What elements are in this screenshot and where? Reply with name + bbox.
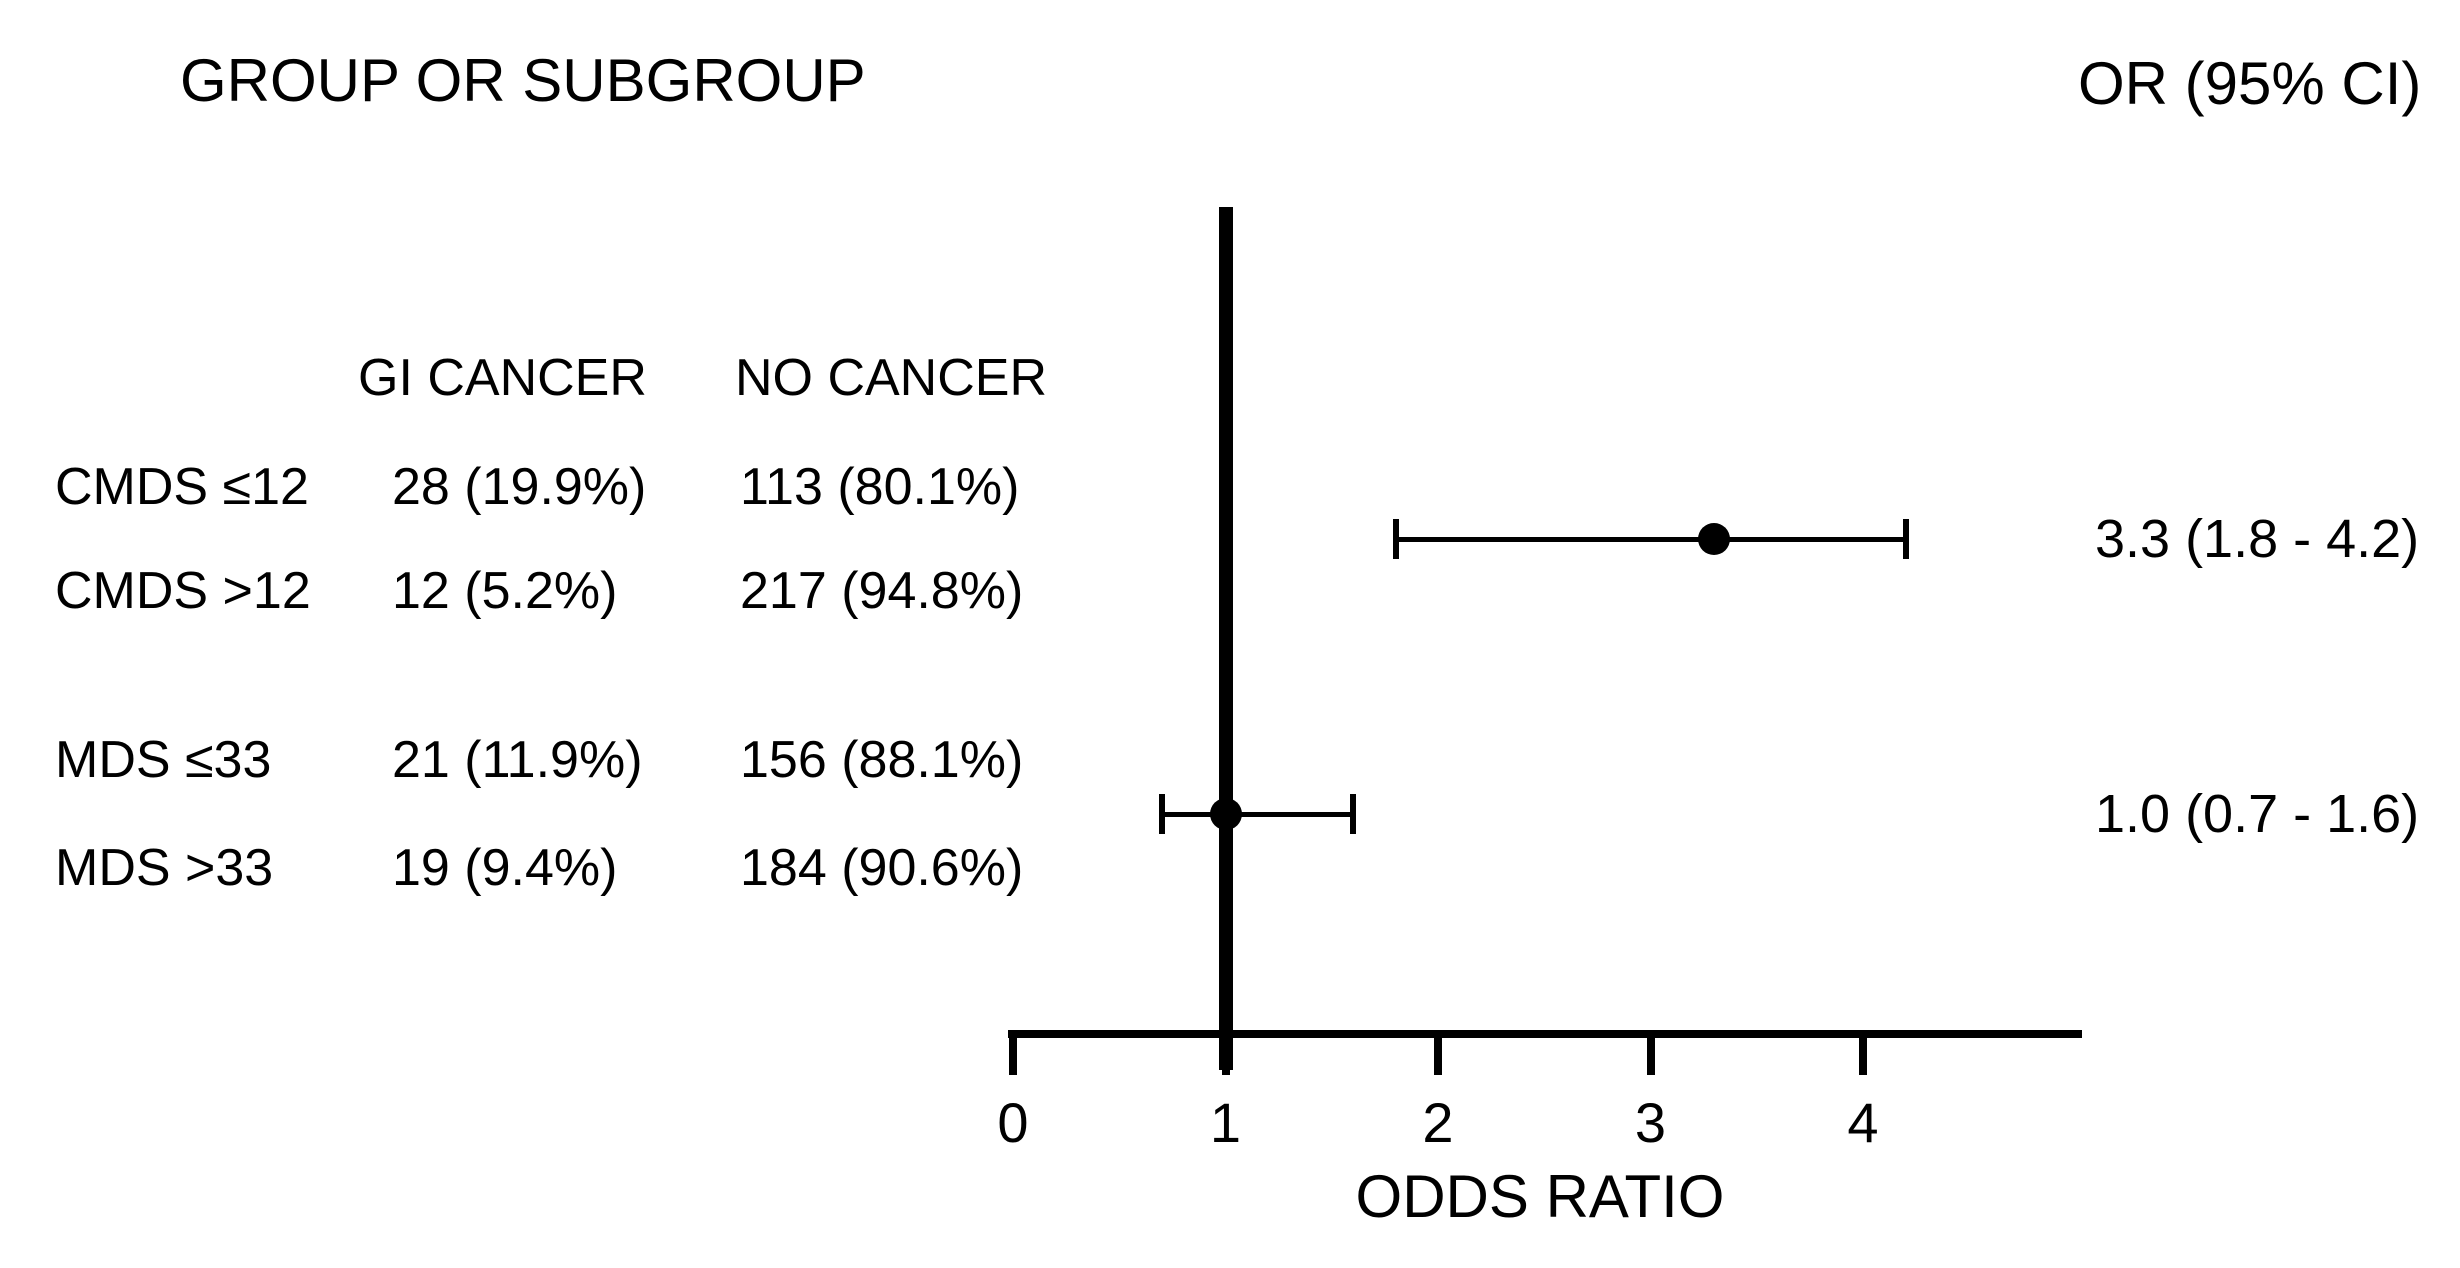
gi-cancer-value: 21 (11.9%) bbox=[392, 731, 643, 789]
ci-cap-left bbox=[1392, 519, 1399, 559]
no-cancer-value: 156 (88.1%) bbox=[740, 731, 1024, 789]
x-axis-tick-label: 1 bbox=[1209, 1091, 1242, 1154]
gi-cancer-value: 28 (19.9%) bbox=[392, 458, 647, 516]
ci-cap-left bbox=[1158, 794, 1165, 834]
row-label: MDS ≤33 bbox=[55, 731, 272, 789]
x-axis-tick-label: 4 bbox=[1847, 1091, 1879, 1154]
or-point-marker bbox=[1698, 523, 1731, 555]
or-point-marker bbox=[1209, 798, 1242, 830]
no-cancer-value: 184 (90.6%) bbox=[740, 839, 1024, 897]
or-ci-label: 1.0 (0.7 - 1.6) bbox=[2095, 784, 2420, 844]
x-axis-tick-label: 0 bbox=[997, 1091, 1029, 1154]
x-axis-tick bbox=[1859, 1034, 1867, 1075]
gi-cancer-value: 19 (9.4%) bbox=[392, 839, 618, 897]
ci-cap-right bbox=[1350, 794, 1356, 834]
row-label: CMDS >12 bbox=[55, 562, 311, 620]
column-header-gi-cancer: GI CANCER bbox=[358, 349, 647, 407]
gi-cancer-value: 12 (5.2%) bbox=[392, 562, 618, 620]
no-cancer-value: 113 (80.1%) bbox=[740, 458, 1020, 516]
or-ci-label: 3.3 (1.8 - 4.2) bbox=[2095, 509, 2420, 569]
column-header-no-cancer: NO CANCER bbox=[735, 349, 1048, 407]
chart-title: GROUP OR SUBGROUP bbox=[180, 47, 866, 114]
x-axis-tick bbox=[1009, 1034, 1017, 1075]
x-axis-tick bbox=[1221, 1034, 1230, 1075]
x-axis-tick bbox=[1646, 1034, 1655, 1075]
x-axis-tick-label: 2 bbox=[1422, 1091, 1454, 1154]
x-axis-line bbox=[1008, 1030, 2082, 1038]
no-cancer-value: 217 (94.8%) bbox=[740, 562, 1024, 620]
x-axis-tick-label: 3 bbox=[1634, 1091, 1667, 1154]
ci-line bbox=[1395, 536, 1906, 542]
or-column-header: OR (95% CI) bbox=[2078, 50, 2422, 117]
x-axis-title: ODDS RATIO bbox=[1355, 1163, 1725, 1230]
row-label: MDS >33 bbox=[55, 839, 274, 897]
x-axis-tick bbox=[1434, 1034, 1442, 1075]
reference-line bbox=[1218, 207, 1233, 1070]
row-label: CMDS ≤12 bbox=[55, 458, 309, 516]
ci-cap-right bbox=[1902, 519, 1909, 559]
ci-line bbox=[1161, 811, 1353, 817]
